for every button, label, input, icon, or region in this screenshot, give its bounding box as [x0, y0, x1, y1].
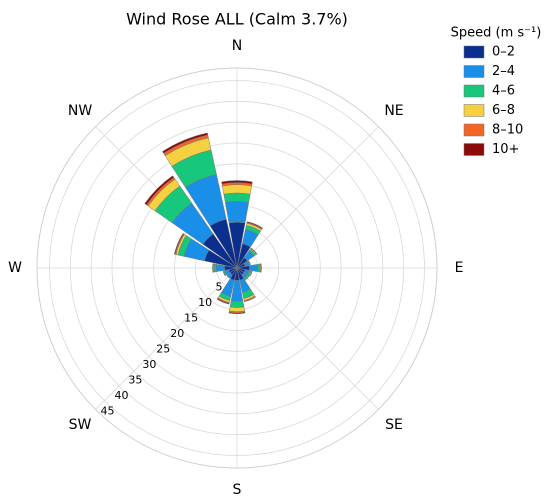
bar-segment: [229, 306, 245, 313]
r-tick-label: 25: [156, 342, 170, 355]
bar-segment: [144, 175, 175, 206]
legend-swatch: [463, 84, 485, 98]
bar-segment: [215, 264, 225, 272]
direction-label: N: [232, 38, 242, 54]
bar-segment: [246, 221, 263, 230]
bar-segment: [245, 276, 250, 281]
legend-label: 2–4: [492, 64, 515, 79]
bar-segment: [216, 298, 230, 305]
grid-spoke: [95, 267, 238, 410]
legend-label: 4–6: [492, 84, 515, 99]
r-tick-label: 5: [216, 280, 223, 293]
r-tick-label: 35: [128, 373, 142, 386]
bar-segment: [222, 184, 252, 195]
bar-segment: [212, 263, 214, 273]
bar-segment: [260, 263, 262, 273]
bar-segment: [229, 300, 245, 308]
grid-spoke: [236, 267, 379, 410]
legend-label: 6–8: [492, 103, 515, 118]
grid-spoke: [236, 126, 379, 269]
direction-label: S: [233, 482, 242, 498]
direction-label: NE: [384, 103, 403, 119]
r-tick-label: 20: [170, 327, 184, 340]
bar-segment: [248, 260, 251, 266]
legend-label: 10+: [492, 142, 519, 157]
direction-label: E: [455, 260, 464, 276]
outer-ring: [36, 67, 438, 469]
legend-label: 0–2: [492, 45, 515, 60]
r-tick-label: 10: [198, 296, 212, 309]
bar-segment: [249, 264, 259, 272]
bar-segment: [228, 312, 246, 315]
bar-segment: [250, 247, 258, 255]
bar-segment: [224, 201, 250, 224]
direction-label: NW: [68, 103, 92, 119]
bar-segment: [162, 132, 209, 154]
legend-title: Speed (m s⁻¹): [451, 26, 542, 41]
bar-segment: [174, 233, 185, 255]
bar-segment: [221, 180, 253, 185]
bar-segment: [244, 296, 256, 303]
legend-swatch: [463, 65, 485, 78]
legend-swatch: [463, 45, 485, 59]
r-tick-label: 40: [114, 389, 128, 402]
legend-swatch: [463, 123, 485, 137]
direction-label: SW: [69, 417, 92, 433]
r-tick-label: 30: [142, 358, 156, 371]
legend-swatch: [463, 104, 485, 117]
direction-label: W: [8, 260, 22, 276]
legend-label: 8–10: [492, 123, 523, 138]
chart-title: Wind Rose ALL (Calm 3.7%): [126, 10, 348, 29]
legend-swatch: [463, 143, 485, 156]
r-tick-label: 15: [184, 311, 198, 324]
bar-segment: [223, 192, 251, 203]
r-tick-label: 45: [101, 404, 115, 417]
direction-label: SE: [385, 417, 403, 433]
